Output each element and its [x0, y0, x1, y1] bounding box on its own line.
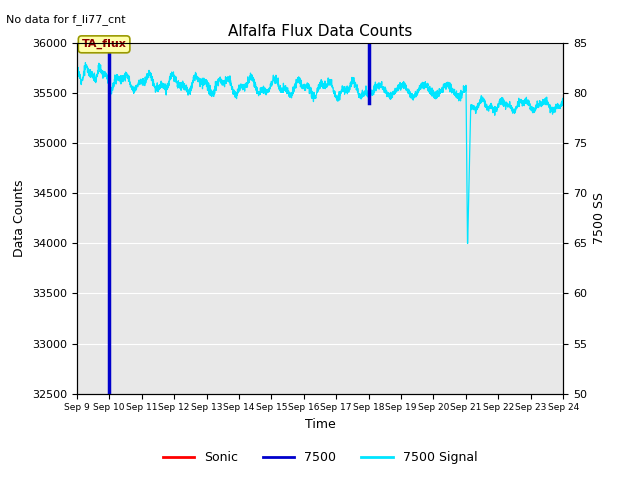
- Y-axis label: 7500 SS: 7500 SS: [593, 192, 605, 244]
- Text: TA_flux: TA_flux: [82, 39, 127, 49]
- Title: Alfalfa Flux Data Counts: Alfalfa Flux Data Counts: [228, 24, 412, 39]
- Text: No data for f_li77_cnt: No data for f_li77_cnt: [6, 14, 126, 25]
- Legend: Sonic, 7500, 7500 Signal: Sonic, 7500, 7500 Signal: [158, 446, 482, 469]
- Y-axis label: Data Counts: Data Counts: [13, 180, 26, 257]
- X-axis label: Time: Time: [305, 418, 335, 431]
